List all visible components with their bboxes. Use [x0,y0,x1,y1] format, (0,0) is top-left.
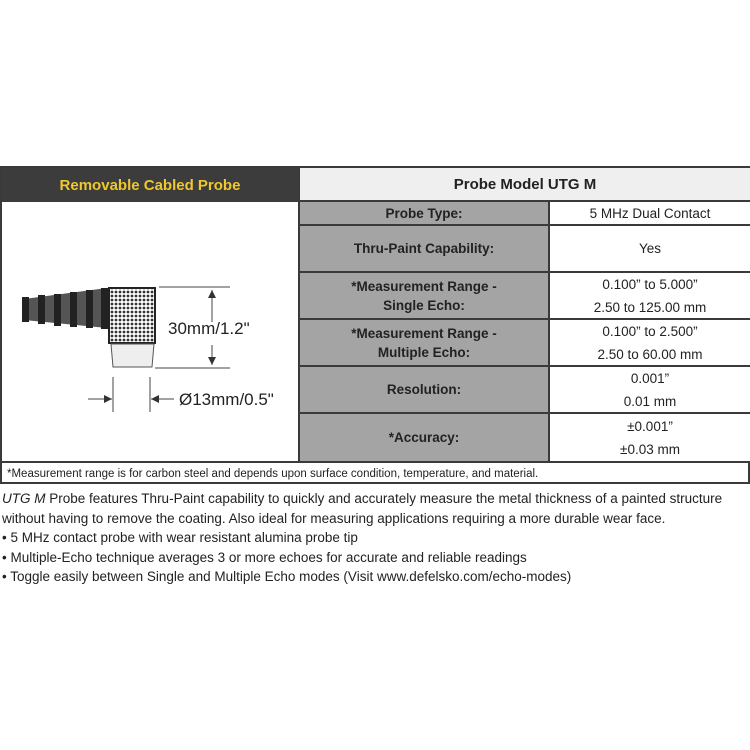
probe-illustration-icon: 30mm/1.2" Ø13mm/0.5" [22,286,274,412]
diameter-label: Ø13mm/0.5" [179,390,274,409]
probe-model-header: Probe Model UTG M [298,168,750,202]
spec-value-range-multiple: 0.100” to 2.500” 2.50 to 60.00 mm [548,320,750,367]
bullet-item: • 5 MHz contact probe with wear resistan… [2,530,358,545]
spec-label-range-multiple: *Measurement Range - Multiple Echo: [298,320,548,367]
spec-label-thru-paint: Thru-Paint Capability: [298,226,548,273]
bullet-item: • Toggle easily between Single and Multi… [2,569,572,584]
spec-label-resolution: Resolution: [298,367,548,414]
probe-diagram: 30mm/1.2" Ø13mm/0.5" [2,202,298,461]
description-intro: UTG M Probe features Thru-Paint capabili… [2,489,750,528]
spec-label-range-single: *Measurement Range - Single Echo: [298,273,548,320]
spec-value-thru-paint: Yes [548,226,750,273]
spec-label-probe-type: Probe Type: [298,202,548,226]
intro-text: Probe features Thru-Paint capability to … [2,491,723,526]
spec-value-resolution: 0.001” 0.01 mm [548,367,750,414]
spec-label-accuracy: *Accuracy: [298,414,548,461]
spec-value-range-single: 0.100” to 5.000” 2.50 to 125.00 mm [548,273,750,320]
description: UTG M Probe features Thru-Paint capabili… [2,489,750,587]
probe-type-header: Removable Cabled Probe [2,168,298,202]
spec-value-probe-type: 5 MHz Dual Contact [548,202,750,226]
model-name: UTG M [2,491,46,506]
height-label: 30mm/1.2" [168,319,250,338]
bullet-item: • Multiple-Echo technique averages 3 or … [2,549,527,565]
spec-table: Removable Cabled Probe Probe Model UTG M… [0,166,750,484]
footnote: *Measurement range is for carbon steel a… [2,461,750,484]
spec-value-accuracy: ±0.001” ±0.03 mm [548,414,750,461]
